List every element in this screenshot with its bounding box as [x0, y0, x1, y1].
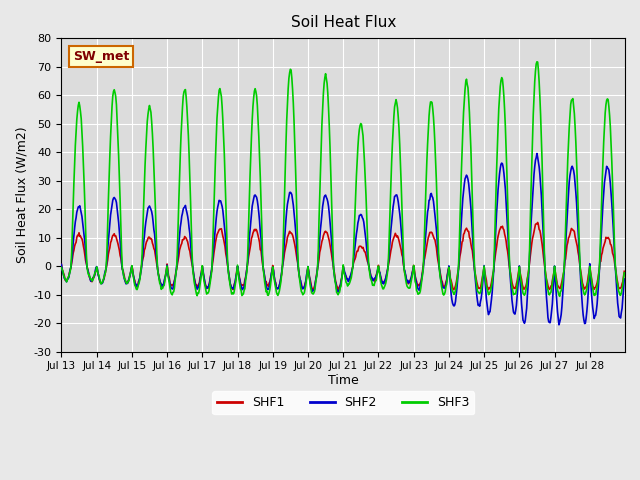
Y-axis label: Soil Heat Flux (W/m2): Soil Heat Flux (W/m2): [15, 127, 28, 263]
X-axis label: Time: Time: [328, 374, 358, 387]
Legend: SHF1, SHF2, SHF3: SHF1, SHF2, SHF3: [212, 391, 474, 414]
Text: SW_met: SW_met: [73, 50, 129, 63]
Title: Soil Heat Flux: Soil Heat Flux: [291, 15, 396, 30]
